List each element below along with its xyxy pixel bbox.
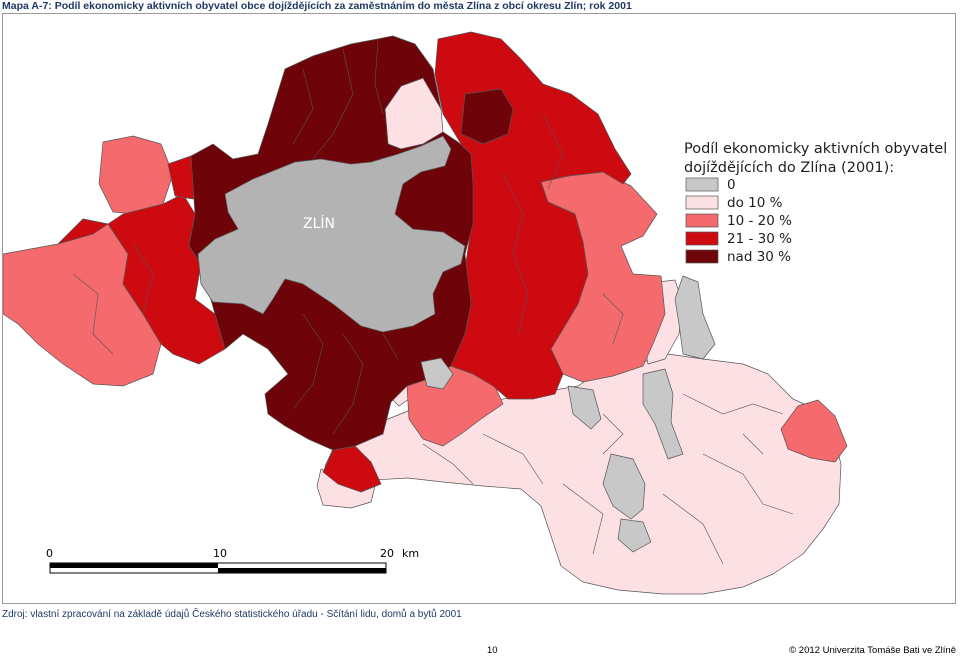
region-east-darkred [460, 88, 514, 145]
region-southeast-grey [602, 453, 646, 520]
legend-swatch-0 [685, 177, 719, 192]
region-south-grey-2 [567, 385, 602, 430]
source-note: Zdroj: vlastní zpracování na základě úda… [2, 609, 462, 620]
legend-label-1: do 10 % [727, 195, 783, 211]
region-west-salmon [98, 135, 174, 215]
region-southeast-grey-2 [617, 518, 652, 553]
region-zlin-city [197, 135, 466, 333]
legend-label-3: 21 - 30 % [727, 231, 792, 247]
legend-label-4: nad 30 % [727, 249, 791, 265]
region-southeast-salmon [780, 399, 848, 463]
scale-unit: km [402, 547, 419, 560]
city-label: ZLÍN [303, 215, 335, 232]
map-canvas: ZLÍN Podíl ekonomicky aktivních obyvatel… [3, 31, 947, 595]
region-south-red [322, 445, 382, 493]
copyright: © 2012 Univerzita Tomáše Bati ve Zlíně [789, 645, 956, 656]
scale-label-10: 10 [213, 547, 227, 560]
scale-label-0: 0 [46, 547, 53, 560]
legend-swatch-4 [685, 249, 719, 264]
map-frame: ZLÍN Podíl ekonomicky aktivních obyvatel… [2, 13, 956, 604]
municipality-borders [72, 38, 794, 565]
legend-swatch-3 [685, 231, 719, 246]
legend: Podíl ekonomicky aktivních obyvatel dojí… [684, 141, 947, 265]
legend-label-0: 0 [727, 177, 736, 193]
region-east-grey [674, 275, 716, 360]
scale-bar: 0 10 20 km [46, 547, 419, 574]
region-east-grey-2 [642, 368, 684, 460]
page-number: 10 [487, 645, 498, 656]
legend-label-2: 10 - 20 % [727, 213, 792, 229]
legend-swatch-1 [685, 195, 719, 210]
scale-label-20: 20 [380, 547, 394, 560]
legend-title-line2: dojíždějících do Zlína (2001): [684, 160, 894, 176]
map-title: Mapa A-7: Podíl ekonomicky aktivních oby… [2, 0, 632, 12]
region-south-grey [420, 357, 454, 390]
legend-title-line1: Podíl ekonomicky aktivních obyvatel [684, 141, 947, 157]
legend-swatch-2 [685, 213, 719, 228]
